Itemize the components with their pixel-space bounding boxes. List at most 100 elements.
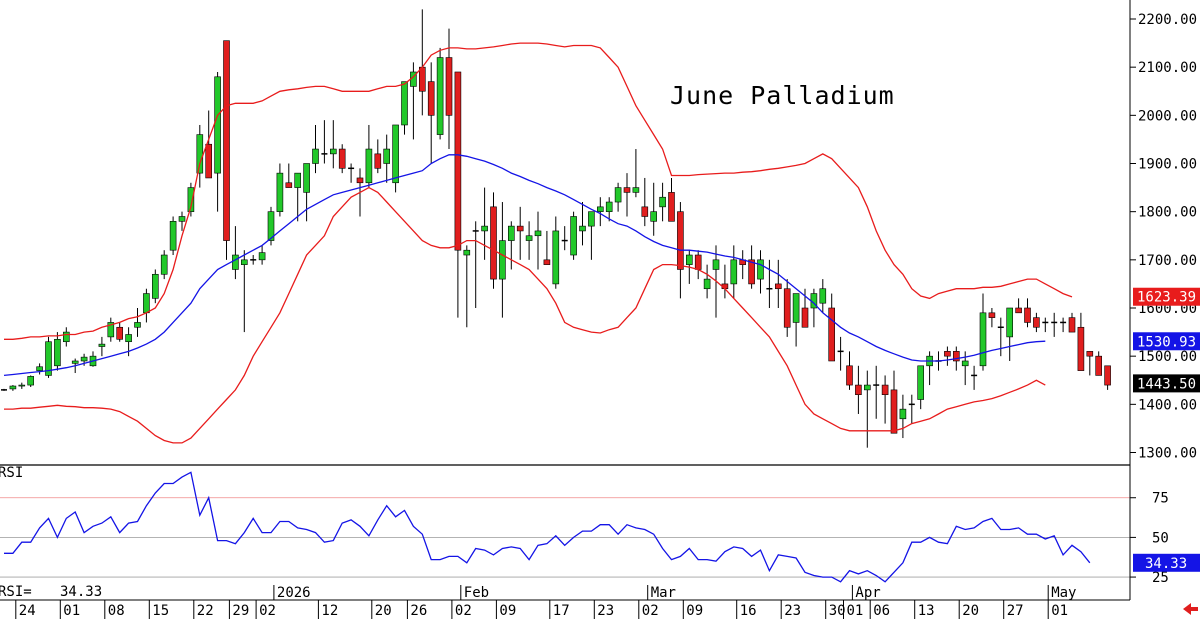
candle-body <box>294 172 302 188</box>
candle <box>739 250 747 280</box>
candle <box>516 206 524 260</box>
candle-body <box>988 312 996 318</box>
candle-body <box>303 163 310 193</box>
candle <box>623 173 631 217</box>
date-tick-label: 23 <box>597 603 614 619</box>
candle-body <box>232 254 239 270</box>
candle <box>926 351 933 386</box>
candle-body <box>632 187 640 193</box>
candle <box>285 163 293 188</box>
candle <box>721 264 729 299</box>
candle-body <box>392 124 399 184</box>
candle <box>62 327 70 347</box>
date-tick-label: 24 <box>19 603 36 619</box>
price-tick-label: 1900.00 <box>1138 157 1197 173</box>
price-badge <box>1133 332 1200 351</box>
candle-body <box>27 376 35 386</box>
date-tick-label: 26 <box>410 603 427 619</box>
price-tick-label: 1500.00 <box>1138 349 1197 365</box>
candle <box>365 124 373 188</box>
candle-body <box>427 81 435 116</box>
candle-body <box>703 278 711 290</box>
scroll-right-arrow-icon[interactable] <box>1183 603 1198 615</box>
candle <box>766 259 773 308</box>
candle-body <box>62 331 70 343</box>
candle-body <box>125 334 132 343</box>
candle <box>374 139 382 174</box>
candle <box>312 124 319 174</box>
candle <box>668 177 675 222</box>
date-tick-label: 29 <box>232 603 249 619</box>
candle <box>774 259 782 308</box>
price-panel <box>1 9 1111 448</box>
candle <box>152 269 159 304</box>
candle-body <box>534 230 542 237</box>
rsi-readout-label: RSI= <box>0 584 32 600</box>
candle-body <box>454 71 462 251</box>
candle-body <box>187 187 195 212</box>
candle-body <box>979 312 987 367</box>
candle-body <box>863 384 871 391</box>
candle <box>1060 317 1067 333</box>
candle-body <box>276 172 284 212</box>
candle <box>98 336 106 357</box>
candle <box>1051 312 1058 337</box>
price-tick-label: 1300.00 <box>1138 446 1197 462</box>
candle-body <box>481 225 488 232</box>
candle <box>1006 307 1014 361</box>
candle-body <box>143 293 150 314</box>
candle <box>596 197 604 227</box>
date-tick-label: 20 <box>375 603 392 619</box>
candle <box>1033 312 1040 333</box>
candle-body <box>507 225 515 241</box>
candle <box>1042 317 1049 333</box>
candle <box>338 144 346 174</box>
candle <box>294 172 302 222</box>
candle <box>1077 312 1085 371</box>
candle-body <box>18 384 26 387</box>
date-tick-label: 02 <box>642 603 659 619</box>
rsi-tick-label: 75 <box>1152 491 1169 507</box>
candle <box>134 308 141 337</box>
candle <box>507 221 515 270</box>
candle <box>472 221 479 308</box>
candle-body <box>899 408 907 420</box>
candle <box>1068 312 1076 333</box>
candle <box>45 336 52 378</box>
candle-body <box>1095 355 1102 376</box>
candle-body <box>223 40 230 241</box>
candle-body <box>98 343 106 347</box>
candle <box>588 211 595 260</box>
candle-body <box>169 221 177 251</box>
price-tick-label: 2200.00 <box>1138 12 1197 28</box>
candle <box>659 182 666 222</box>
candle <box>997 317 1004 357</box>
date-tick-label: 08 <box>108 603 125 619</box>
candle <box>9 385 17 391</box>
candle-body <box>1086 351 1094 357</box>
candle <box>392 124 399 193</box>
candle-body <box>9 385 17 390</box>
date-tick-label: 01 <box>847 603 864 619</box>
candle <box>561 226 568 251</box>
date-tick-label: 23 <box>784 603 801 619</box>
candle-body <box>365 148 373 184</box>
candle <box>27 375 35 387</box>
rsi-panel <box>0 471 1130 583</box>
candle-body <box>543 259 551 265</box>
price-tick-label: 1700.00 <box>1138 253 1197 269</box>
month-label: Mar <box>651 585 676 601</box>
candle <box>250 255 257 265</box>
price-badge <box>1133 374 1200 393</box>
candle <box>846 351 853 390</box>
candle <box>303 163 310 222</box>
candle-body <box>436 57 444 135</box>
candle-body <box>107 322 115 338</box>
date-tick-label: 09 <box>686 603 703 619</box>
candle <box>178 211 186 231</box>
candle-body <box>552 230 560 285</box>
date-tick-label: 06 <box>873 603 890 619</box>
candle-body <box>855 384 862 396</box>
